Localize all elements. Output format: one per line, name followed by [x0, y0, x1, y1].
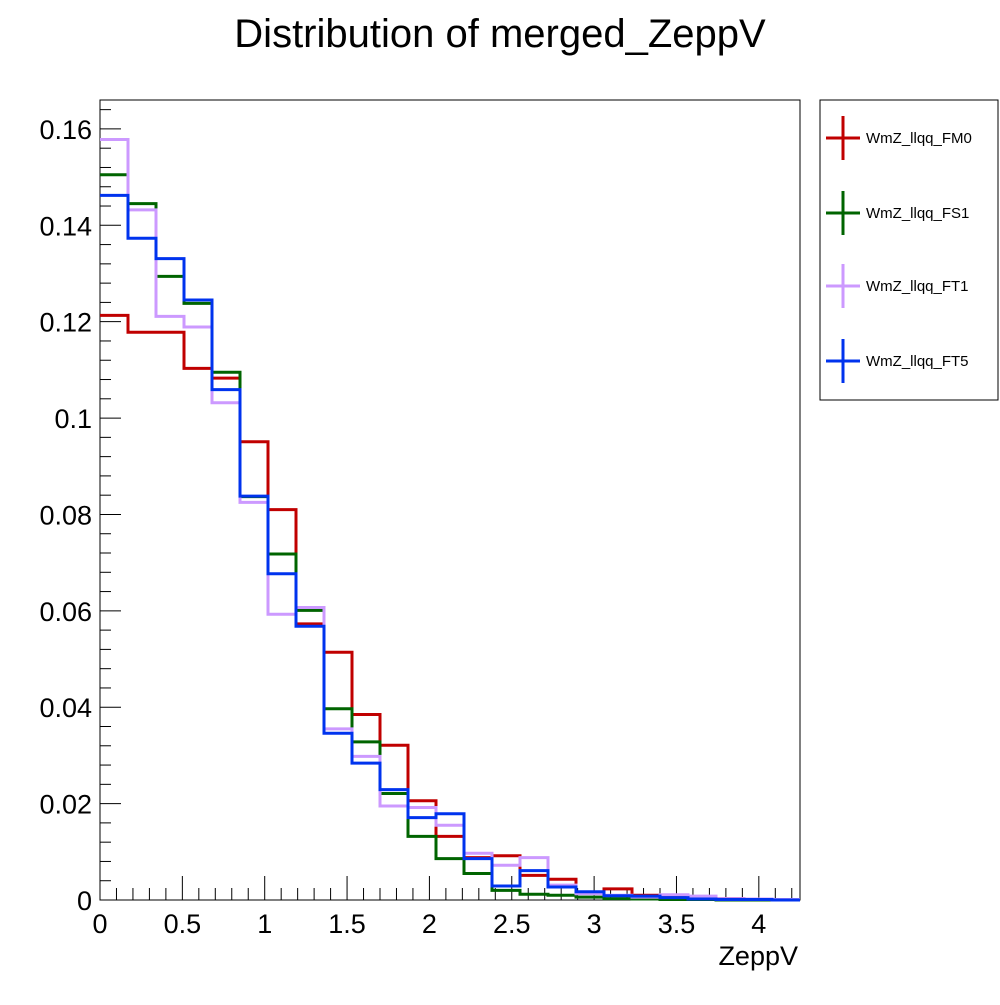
y-tick-label: 0.14: [39, 211, 92, 241]
x-tick-label: 1: [257, 909, 272, 939]
y-tick-label: 0: [77, 886, 92, 916]
legend-entry-label: WmZ_llqq_FT5: [866, 353, 969, 370]
x-tick-label: 3.5: [658, 909, 696, 939]
x-tick-label: 2.5: [493, 909, 531, 939]
series-line-WmZ_llqq_FM0: [100, 313, 800, 901]
x-tick-label: 3: [587, 909, 602, 939]
y-axis-tick-labels: 0 0.02 0.04 0.06 0.08 0.1 0.12 0.14 0.16: [39, 115, 92, 916]
chart-title: Distribution of merged_ZeppV: [234, 12, 766, 56]
y-tick-label: 0.16: [39, 115, 92, 145]
x-tick-label: 0.5: [164, 909, 202, 939]
x-tick-label: 4: [751, 909, 766, 939]
x-axis-label: ZeppV: [718, 941, 798, 971]
y-tick-label: 0.12: [39, 308, 92, 338]
y-tick-label: 0.02: [39, 790, 92, 820]
x-axis-tick-labels: 0 0.5 1 1.5 2 2.5 3 3.5 4: [92, 909, 766, 939]
x-tick-label: 0: [92, 909, 107, 939]
y-tick-label: 0.08: [39, 500, 92, 530]
axis-ticks: [99, 109, 793, 901]
x-tick-label: 1.5: [328, 909, 366, 939]
plot-frame: [99, 99, 801, 901]
series-line-WmZ_llqq_FS1: [100, 173, 800, 902]
y-tick-label: 0.04: [39, 693, 92, 723]
series-line-WmZ_llqq_FT1: [100, 138, 800, 901]
legend-entry-label: WmZ_llqq_FT1: [866, 278, 969, 295]
legend: WmZ_llqq_FM0 WmZ_llqq_FS1 WmZ_llqq_FT1 WmZ_…: [826, 116, 972, 383]
legend-entry-label: WmZ_llqq_FS1: [866, 205, 969, 222]
series-layer: [100, 138, 800, 902]
x-tick-label: 2: [422, 909, 437, 939]
legend-box: [819, 99, 999, 401]
legend-entry-label: WmZ_llqq_FM0: [866, 130, 972, 147]
series-line-WmZ_llqq_FT5: [100, 193, 800, 902]
y-tick-label: 0.1: [54, 404, 92, 434]
y-tick-label: 0.06: [39, 597, 92, 627]
